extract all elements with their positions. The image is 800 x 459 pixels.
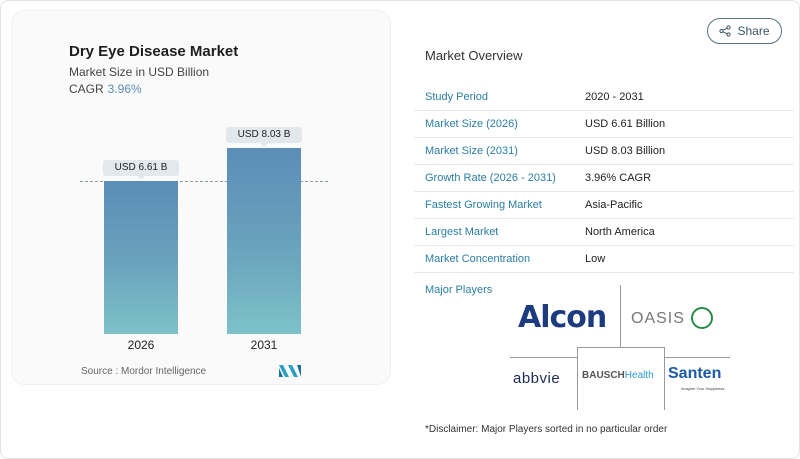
oasis-palm-icon — [691, 307, 713, 329]
overview-key: Largest Market — [425, 226, 499, 238]
overview-value: North America — [585, 226, 655, 238]
bausch-health-logo: BAUSCHHealth — [582, 370, 654, 381]
share-icon — [719, 25, 732, 37]
overview-value: Asia-Pacific — [585, 199, 643, 211]
market-overview-title: Market Overview — [425, 48, 523, 63]
oasis-logo: OASIS — [631, 310, 685, 327]
x-axis-label: 2031 — [250, 338, 278, 352]
bar-2031 — [227, 148, 301, 334]
chart-title: Dry Eye Disease Market — [69, 43, 239, 60]
bausch-text: BAUSCH — [582, 370, 625, 381]
share-button[interactable]: Share — [707, 18, 782, 44]
santen-tagline: Imagine Your Happiness — [681, 386, 725, 391]
bar-chart: USD 6.61 B 2026 USD 8.03 B 2031 — [0, 0, 391, 390]
overview-value: 2020 - 2031 — [585, 91, 644, 103]
overview-row: Market Size (2031) USD 8.03 Billion — [414, 138, 794, 165]
overview-value: 3.96% CAGR — [585, 172, 652, 184]
santen-logo: Santen — [668, 365, 722, 382]
source-text: Source : Mordor Intelligence — [81, 366, 207, 377]
overview-value: USD 8.03 Billion — [585, 145, 666, 157]
major-players-title: Major Players — [425, 284, 493, 296]
overview-key: Market Size (2031) — [425, 145, 518, 157]
mordor-intelligence-logo-icon — [279, 365, 301, 377]
abbvie-logo: abbvie — [513, 370, 561, 387]
disclaimer: *Disclaimer: Major Players sorted in no … — [425, 424, 668, 435]
chart-cagr: CAGR 3.96% — [69, 82, 142, 96]
overview-row: Study Period 2020 - 2031 — [414, 84, 794, 111]
chart-subtitle: Market Size in USD Billion — [69, 65, 210, 79]
overview-row: Market Size (2026) USD 6.61 Billion — [414, 111, 794, 138]
overview-row: Fastest Growing Market Asia-Pacific — [414, 192, 794, 219]
overview-key: Growth Rate (2026 - 2031) — [425, 172, 556, 184]
bar-2026 — [104, 181, 178, 334]
alcon-logo: Alcon — [518, 300, 607, 335]
overview-key: Fastest Growing Market — [425, 199, 542, 211]
reference-line — [80, 181, 328, 182]
overview-key: Study Period — [425, 91, 488, 103]
chart-card — [11, 10, 391, 385]
overview-row: Market Concentration Low — [414, 246, 794, 273]
market-overview-table: Study Period 2020 - 2031 Market Size (202… — [414, 84, 794, 273]
cagr-label: CAGR — [69, 82, 104, 96]
share-label: Share — [737, 24, 770, 38]
overview-key: Market Concentration — [425, 253, 531, 265]
overview-key: Market Size (2026) — [425, 118, 518, 130]
bar-value-label: USD 8.03 B — [226, 127, 302, 147]
overview-value: USD 6.61 Billion — [585, 118, 666, 130]
major-players-logos: Alcon OASIS abbvie BAUSCHHealth Santen I… — [510, 285, 730, 410]
cagr-value: 3.96% — [107, 82, 142, 96]
overview-value: Low — [585, 253, 606, 265]
overview-row: Growth Rate (2026 - 2031) 3.96% CAGR — [414, 165, 794, 192]
x-axis-label: 2026 — [127, 338, 155, 352]
health-text: Health — [624, 370, 654, 381]
divider — [620, 285, 621, 347]
logo-box — [577, 347, 665, 410]
overview-row: Largest Market North America — [414, 219, 794, 246]
bar-value-label: USD 6.61 B — [103, 160, 179, 180]
